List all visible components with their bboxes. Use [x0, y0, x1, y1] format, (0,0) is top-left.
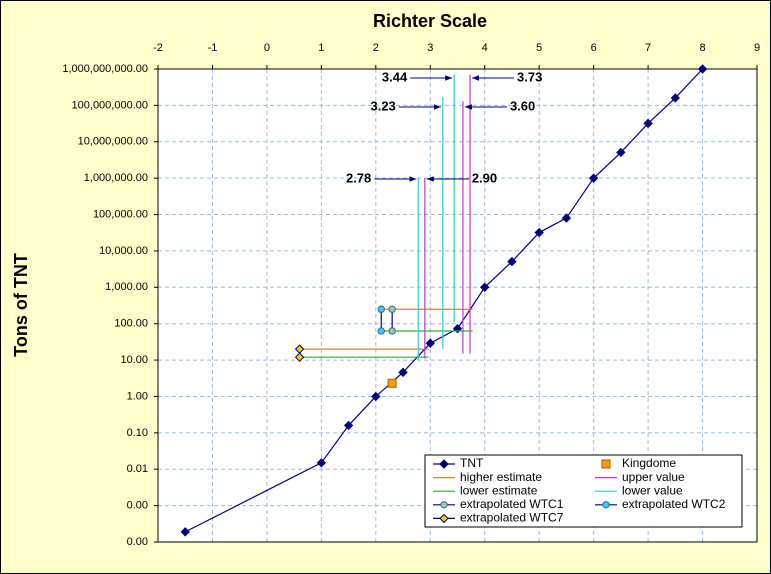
- x-tick-label: 9: [754, 42, 760, 54]
- legend-label: upper value: [622, 470, 685, 484]
- marker: [507, 256, 517, 267]
- x-tick-label: 5: [536, 42, 542, 54]
- y-tick-label: 0.01: [127, 463, 148, 475]
- x-tick-label: 8: [699, 42, 705, 54]
- x-tick-label: 1: [318, 42, 324, 54]
- marker: [439, 459, 449, 469]
- x-tick-label: 2: [373, 42, 379, 54]
- y-tick-label: 10.00: [120, 354, 148, 366]
- marker: [387, 378, 397, 388]
- annotation: 2.78: [346, 170, 371, 185]
- marker: [388, 305, 396, 313]
- marker: [480, 282, 490, 293]
- marker: [601, 459, 611, 469]
- x-tick-label: 3: [427, 42, 433, 54]
- annotation: 2.90: [472, 170, 497, 185]
- marker: [439, 513, 449, 524]
- marker: [180, 527, 190, 537]
- marker: [377, 305, 385, 313]
- x-tick-label: 7: [645, 42, 651, 54]
- marker: [616, 147, 626, 158]
- marker: [377, 327, 385, 335]
- annotation: 3.23: [370, 98, 395, 113]
- marker: [561, 213, 572, 223]
- y-axis-title: Tons of TNT: [11, 253, 31, 357]
- x-tick-label: 6: [591, 42, 597, 54]
- legend-box: [424, 454, 743, 528]
- marker: [388, 327, 396, 335]
- marker: [425, 338, 435, 348]
- marker: [398, 367, 408, 378]
- marker: [602, 501, 610, 509]
- y-tick-label: 0.00: [127, 536, 148, 548]
- series-line: [299, 330, 473, 358]
- chart-title: Richter Scale: [373, 11, 487, 31]
- legend-label: extrapolated WTC7: [460, 511, 564, 525]
- marker: [343, 420, 354, 431]
- marker: [440, 501, 448, 509]
- legend-label: TNT: [460, 456, 484, 470]
- marker: [294, 352, 305, 362]
- annotation: 3.44: [382, 69, 408, 84]
- y-tick-label: 1.00: [127, 390, 148, 402]
- x-tick-label: 0: [264, 42, 270, 54]
- marker: [643, 118, 653, 129]
- plot-border: [157, 68, 758, 543]
- legend-label: extrapolated WTC2: [622, 497, 726, 511]
- series-line: [424, 74, 471, 359]
- series-line: [299, 308, 473, 350]
- y-tick-label: 1,000,000.00: [84, 172, 148, 184]
- legend-label: Kingdome: [622, 456, 676, 470]
- series-line: [417, 74, 455, 361]
- legend-label: extrapolated WTC1: [460, 497, 564, 511]
- series-line: [184, 68, 703, 533]
- marker: [697, 64, 708, 74]
- legend-label: higher estimate: [460, 470, 542, 484]
- marker: [371, 391, 381, 402]
- annotation: 3.73: [517, 69, 542, 84]
- y-tick-label: 0.00: [127, 500, 148, 512]
- y-tick-label: 100,000,000.00: [72, 99, 148, 111]
- marker: [588, 173, 599, 183]
- legend-label: lower value: [622, 483, 683, 497]
- x-tick-label: -2: [153, 42, 163, 54]
- y-tick-label: 1,000.00: [105, 281, 148, 293]
- y-tick-label: 10,000.00: [99, 245, 148, 257]
- y-tick-label: 10,000,000.00: [78, 136, 148, 148]
- legend-label: lower estimate: [460, 483, 538, 497]
- x-tick-label: 4: [482, 42, 488, 54]
- marker: [534, 227, 544, 238]
- y-tick-label: 100,000.00: [93, 208, 148, 220]
- y-tick-label: 100.00: [114, 318, 148, 330]
- annotation: 3.60: [510, 98, 535, 113]
- x-tick-label: -1: [208, 42, 218, 54]
- y-tick-label: 0.10: [127, 427, 148, 439]
- y-tick-label: 1,000,000,000.00: [62, 63, 148, 75]
- marker: [670, 93, 681, 103]
- marker: [316, 458, 327, 468]
